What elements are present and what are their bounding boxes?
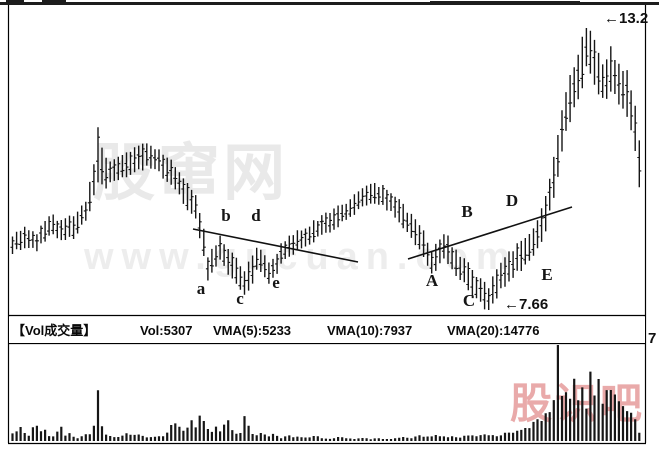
rising-line-ABCDE <box>407 206 573 260</box>
volume-bars <box>11 345 641 441</box>
chart-letter-B: B <box>461 202 473 222</box>
chart-letter-C: C <box>462 291 476 311</box>
chart-letter-a: a <box>196 279 206 299</box>
peak-price-label: ←13.2 <box>604 10 649 27</box>
right-axis-label: 7 <box>648 330 657 347</box>
chart-letter-c: c <box>236 289 244 309</box>
trough-price-label: ←7.66 <box>504 296 549 313</box>
watermark-text: 股窜网 <box>93 139 289 208</box>
chart-letter-E: E <box>541 265 553 285</box>
falling-line-abcde <box>192 228 359 263</box>
cropped-text-mark <box>430 1 580 3</box>
volume-header-item: Vol:5307 <box>140 323 193 338</box>
header-bottom-line <box>0 2 659 5</box>
cropped-text-mark <box>6 0 24 5</box>
watermark-text: 股识吧 <box>510 380 646 427</box>
volume-header-item: VMA(20):14776 <box>447 323 540 338</box>
cropped-header-strip <box>0 0 659 6</box>
chart-letter-e: e <box>272 273 280 293</box>
volume-header-item: 【Vol成交量】 <box>12 323 97 338</box>
chart-frame <box>7 5 647 445</box>
chart-letter-D: D <box>505 191 519 211</box>
volume-header-item: VMA(5):5233 <box>213 323 292 338</box>
ohlc-open-close-ticks <box>10 46 642 302</box>
chart-letter-A: A <box>425 271 439 291</box>
chart-letter-b: b <box>221 206 231 226</box>
cropped-text-mark <box>42 0 66 4</box>
volume-header-item: VMA(10):7937 <box>327 323 413 338</box>
volume-header-bar: 【Vol成交量】 Vol:5307 VMA(5):5233 VMA(10):7937 V… <box>9 317 645 343</box>
chart-letter-d: d <box>251 206 261 226</box>
